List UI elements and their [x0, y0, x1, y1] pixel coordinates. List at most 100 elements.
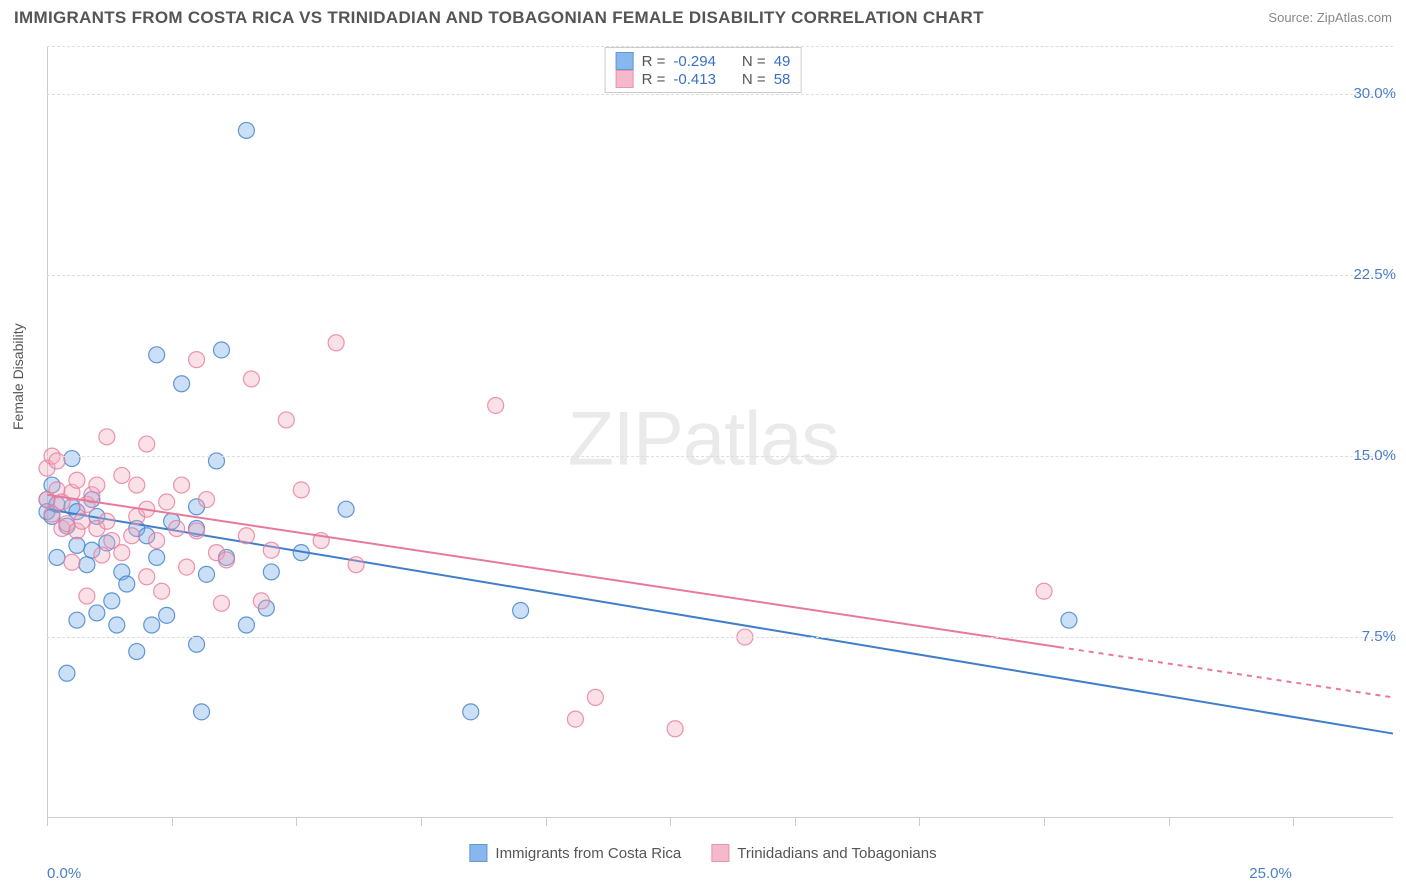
chart-title: IMMIGRANTS FROM COSTA RICA VS TRINIDADIA…	[14, 8, 984, 28]
y-tick-label: 22.5%	[1353, 266, 1396, 283]
data-point-costa_rica	[513, 603, 529, 619]
y-tick-label: 7.5%	[1362, 628, 1396, 645]
x-axis-label: 0.0%	[47, 865, 81, 882]
x-tick	[296, 818, 297, 826]
legend-item-trinidad: Trinidadians and Tobagonians	[711, 844, 936, 862]
data-point-costa_rica	[49, 549, 65, 565]
legend-swatch	[469, 844, 487, 862]
data-point-costa_rica	[69, 537, 85, 553]
x-tick	[795, 818, 796, 826]
source-label: Source:	[1268, 10, 1313, 25]
data-point-trinidad	[114, 467, 130, 483]
n-label: N =	[742, 53, 766, 70]
data-point-costa_rica	[194, 704, 210, 720]
x-tick	[1293, 818, 1294, 826]
data-point-costa_rica	[104, 593, 120, 609]
data-point-costa_rica	[199, 566, 215, 582]
gridline-h	[47, 637, 1393, 638]
data-point-trinidad	[238, 528, 254, 544]
x-tick	[919, 818, 920, 826]
data-point-costa_rica	[89, 605, 105, 621]
correlation-legend: R =-0.294N =49R =-0.413N =58	[605, 47, 802, 93]
data-point-costa_rica	[149, 347, 165, 363]
data-point-trinidad	[328, 335, 344, 351]
data-point-trinidad	[278, 412, 294, 428]
data-point-trinidad	[243, 371, 259, 387]
data-point-costa_rica	[59, 665, 75, 681]
data-point-trinidad	[293, 482, 309, 498]
data-point-costa_rica	[144, 617, 160, 633]
data-point-costa_rica	[119, 576, 135, 592]
x-tick	[172, 818, 173, 826]
legend-item-costa_rica: Immigrants from Costa Rica	[469, 844, 681, 862]
data-point-costa_rica	[189, 636, 205, 652]
data-point-trinidad	[69, 472, 85, 488]
data-point-costa_rica	[129, 644, 145, 660]
data-point-trinidad	[99, 513, 115, 529]
data-point-costa_rica	[109, 617, 125, 633]
data-point-trinidad	[159, 494, 175, 510]
data-point-trinidad	[348, 557, 364, 573]
data-point-costa_rica	[338, 501, 354, 517]
data-point-trinidad	[129, 477, 145, 493]
data-point-trinidad	[218, 552, 234, 568]
gridline-h	[47, 94, 1393, 95]
data-point-trinidad	[667, 721, 683, 737]
source-attribution: Source: ZipAtlas.com	[1268, 10, 1392, 25]
data-point-trinidad	[1036, 583, 1052, 599]
data-point-trinidad	[89, 477, 105, 493]
data-point-trinidad	[154, 583, 170, 599]
data-point-trinidad	[74, 513, 90, 529]
source-link[interactable]: ZipAtlas.com	[1317, 10, 1392, 25]
x-tick	[670, 818, 671, 826]
data-point-trinidad	[149, 533, 165, 549]
legend-swatch	[616, 70, 634, 88]
data-point-costa_rica	[213, 342, 229, 358]
data-point-trinidad	[567, 711, 583, 727]
r-value: -0.413	[673, 71, 716, 88]
data-point-trinidad	[179, 559, 195, 575]
data-point-costa_rica	[69, 612, 85, 628]
data-point-costa_rica	[238, 617, 254, 633]
data-point-trinidad	[488, 397, 504, 413]
data-point-costa_rica	[149, 549, 165, 565]
data-point-trinidad	[64, 554, 80, 570]
data-point-trinidad	[99, 429, 115, 445]
data-point-trinidad	[174, 477, 190, 493]
r-value: -0.294	[673, 53, 716, 70]
data-point-trinidad	[587, 689, 603, 705]
stats-row-trinidad: R =-0.413N =58	[616, 70, 791, 88]
x-tick	[546, 818, 547, 826]
data-point-trinidad	[189, 523, 205, 539]
n-label: N =	[742, 71, 766, 88]
data-point-costa_rica	[174, 376, 190, 392]
data-point-costa_rica	[1061, 612, 1077, 628]
data-point-costa_rica	[159, 607, 175, 623]
legend-swatch	[616, 52, 634, 70]
stats-row-costa_rica: R =-0.294N =49	[616, 52, 791, 70]
data-point-costa_rica	[64, 451, 80, 467]
data-point-trinidad	[94, 547, 110, 563]
data-point-trinidad	[169, 521, 185, 537]
data-point-trinidad	[189, 352, 205, 368]
data-point-trinidad	[124, 528, 140, 544]
data-point-trinidad	[253, 593, 269, 609]
x-axis-label: 25.0%	[1249, 865, 1292, 882]
gridline-h	[47, 275, 1393, 276]
legend-label: Trinidadians and Tobagonians	[737, 845, 936, 862]
data-point-costa_rica	[238, 122, 254, 138]
regression-line-dashed-trinidad	[1059, 647, 1393, 697]
data-point-costa_rica	[463, 704, 479, 720]
x-tick	[1169, 818, 1170, 826]
legend-label: Immigrants from Costa Rica	[495, 845, 681, 862]
n-value: 58	[774, 71, 791, 88]
data-point-trinidad	[114, 545, 130, 561]
data-point-costa_rica	[263, 564, 279, 580]
gridline-h	[47, 456, 1393, 457]
x-tick	[421, 818, 422, 826]
data-point-trinidad	[139, 436, 155, 452]
y-tick-label: 15.0%	[1353, 447, 1396, 464]
data-point-trinidad	[79, 588, 95, 604]
scatter-plot-svg	[47, 46, 1393, 818]
r-label: R =	[642, 53, 666, 70]
